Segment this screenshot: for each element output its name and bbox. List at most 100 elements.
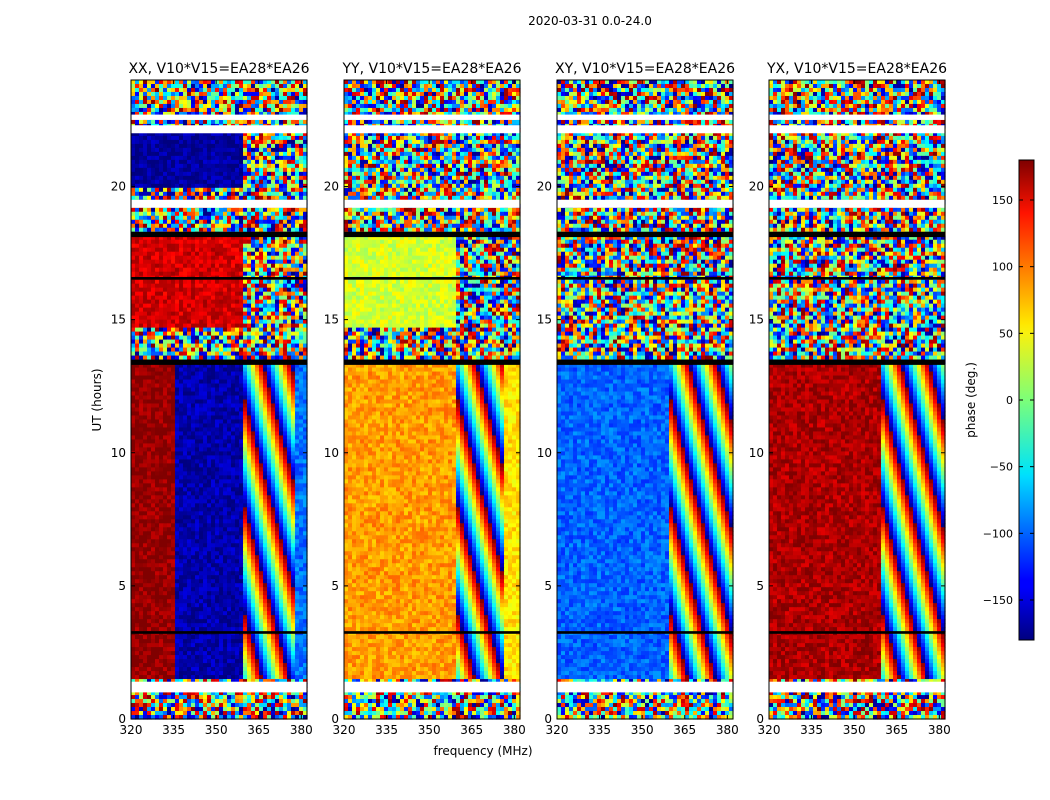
heat-cell [135, 459, 140, 464]
heat-cell [287, 443, 292, 449]
heat-cell [259, 423, 264, 429]
heat-cell [295, 431, 300, 437]
heat-cell [239, 503, 244, 508]
heat-cell [207, 187, 212, 193]
heat-cell [131, 175, 136, 181]
heat-cell [275, 403, 280, 409]
heat-cell [219, 515, 224, 520]
heat-cell [259, 187, 264, 193]
heat-cell [143, 371, 148, 377]
heat-cell [227, 347, 232, 353]
heat-cell [219, 439, 224, 445]
heat-cell [135, 375, 140, 381]
heat-cell [191, 451, 196, 457]
heat-cell [187, 443, 192, 449]
heat-cell [171, 151, 176, 157]
heat-cell [247, 455, 252, 460]
heat-cell [183, 347, 188, 353]
heat-cell [291, 411, 296, 417]
heat-cell [271, 239, 276, 245]
heat-cell [131, 195, 136, 201]
heat-cell [207, 155, 212, 161]
heat-cell [199, 227, 204, 233]
heat-cell [231, 351, 236, 357]
heat-cell [155, 387, 160, 393]
heat-cell [131, 427, 136, 433]
heat-cell [255, 423, 260, 429]
heat-cell [263, 351, 268, 357]
heat-cell [263, 219, 268, 225]
heat-cell [299, 259, 304, 265]
heat-cell [199, 171, 204, 177]
heat-cell [155, 391, 160, 397]
heat-cell [243, 183, 248, 189]
heat-cell [291, 255, 296, 261]
heat-cell [243, 131, 248, 137]
heat-cell [263, 455, 268, 460]
heat-cell [143, 80, 148, 85]
heat-cell [159, 367, 164, 373]
heat-cell [183, 227, 188, 233]
heat-cell [139, 355, 144, 361]
heat-cell [203, 439, 208, 445]
heat-cell [239, 263, 244, 269]
heat-cell [279, 303, 284, 309]
heat-cell [227, 211, 232, 217]
heat-cell [299, 187, 304, 193]
heat-cell [267, 291, 272, 297]
heat-cell [259, 207, 264, 213]
heat-cell [147, 515, 152, 520]
heat-cell [207, 419, 212, 425]
heat-cell [259, 395, 264, 401]
heat-cell [231, 191, 236, 197]
heat-cell [259, 267, 264, 273]
heat-cell [131, 491, 136, 496]
heat-cell [183, 507, 188, 512]
heat-cell [171, 307, 176, 313]
heat-cell [283, 391, 288, 397]
heat-cell [251, 83, 256, 89]
heat-cell [271, 311, 276, 317]
heat-cell [179, 435, 184, 441]
heat-cell [175, 483, 180, 488]
heat-cell [191, 315, 196, 321]
heat-cell [267, 295, 272, 301]
heat-cell [151, 507, 156, 512]
heat-cell [295, 95, 300, 101]
heat-cell [143, 267, 148, 273]
heat-cell [139, 375, 144, 381]
heat-cell [167, 195, 172, 201]
heat-cell [171, 523, 176, 528]
heat-cell [155, 471, 160, 476]
heat-cell [175, 227, 180, 233]
heat-cell [295, 323, 300, 329]
heat-cell [147, 143, 152, 149]
heat-cell [287, 255, 292, 261]
heat-cell [235, 339, 240, 345]
heat-cell [243, 407, 248, 413]
heat-cell [287, 299, 292, 305]
heat-cell [223, 327, 228, 333]
heat-cell [143, 483, 148, 488]
heat-cell [191, 339, 196, 345]
heat-cell [199, 327, 204, 333]
heat-cell [155, 207, 160, 213]
heat-cell [271, 527, 276, 532]
heat-cell [279, 91, 284, 97]
heat-cell [295, 179, 300, 185]
heat-cell [151, 263, 156, 269]
heat-cell [151, 151, 156, 157]
heat-cell [195, 491, 200, 496]
heat-cell [199, 283, 204, 289]
heat-cell [207, 295, 212, 301]
heat-cell [291, 135, 296, 141]
heat-cell [267, 439, 272, 445]
heat-cell [135, 495, 140, 500]
heat-cell [279, 379, 284, 385]
heat-cell [287, 363, 292, 369]
heat-cell [275, 367, 280, 373]
heat-cell [131, 211, 136, 217]
heat-cell [187, 187, 192, 193]
heat-cell [239, 215, 244, 221]
heat-cell [191, 371, 196, 377]
